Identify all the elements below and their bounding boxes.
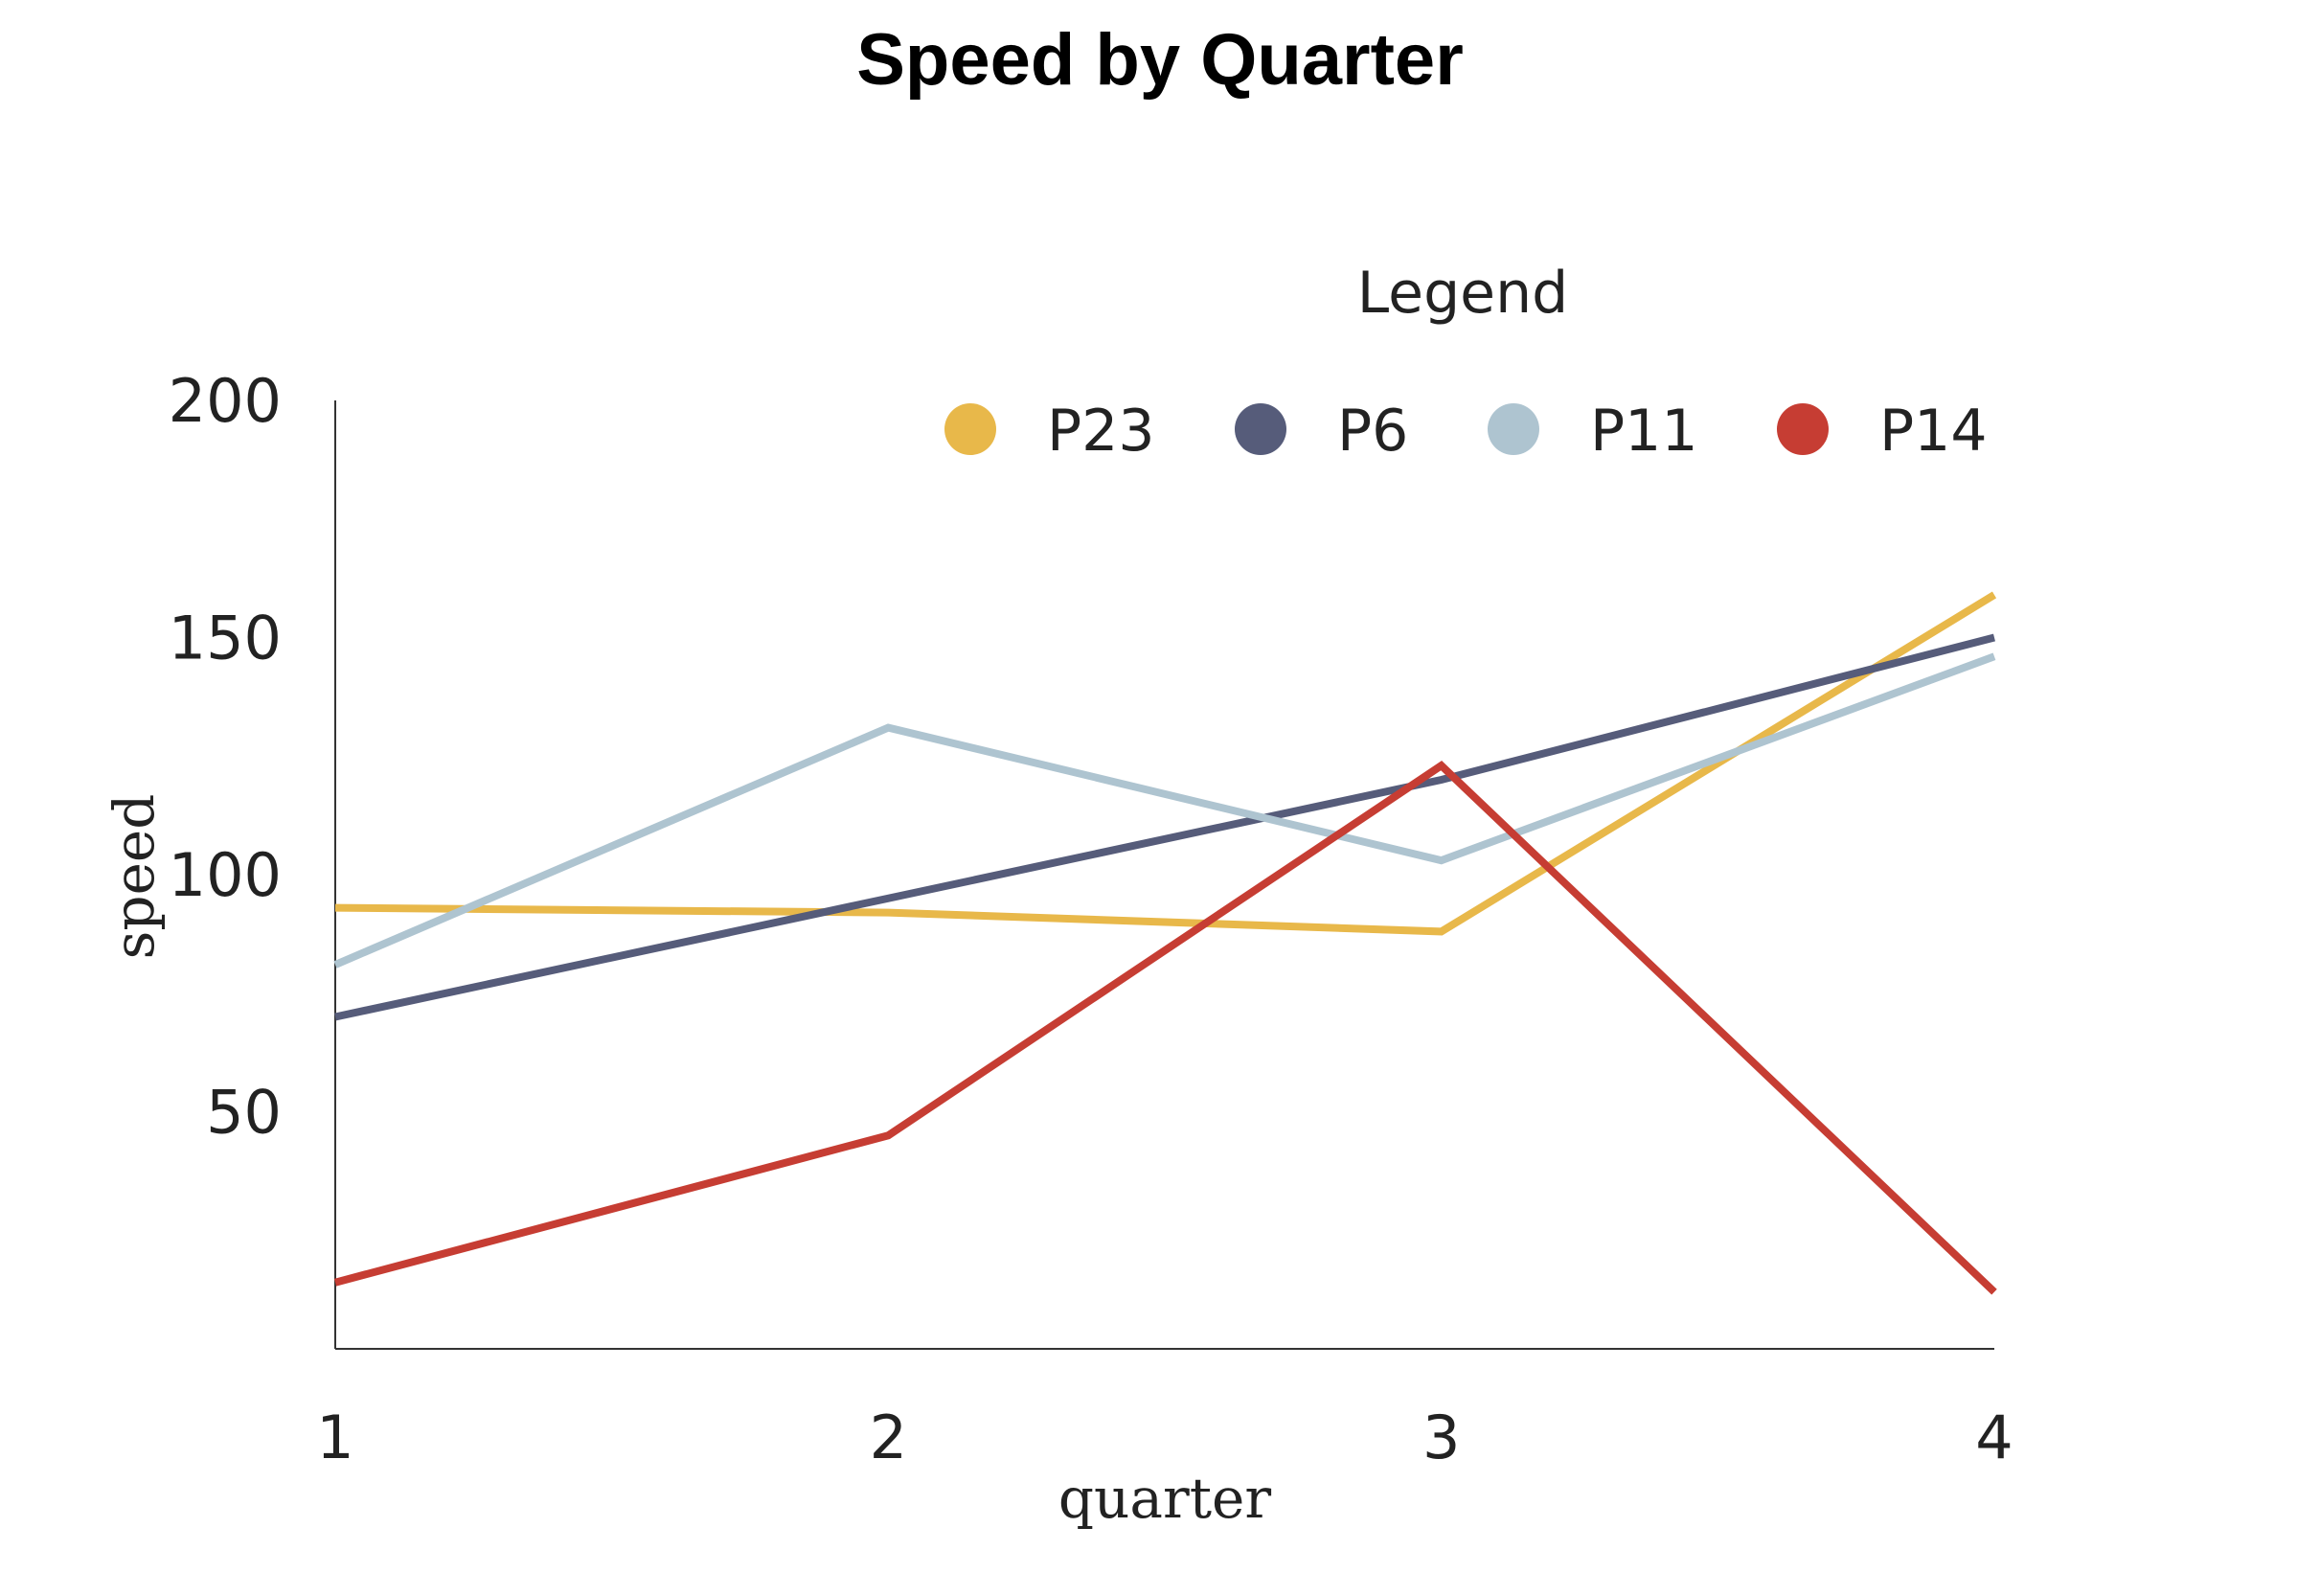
series-line-p11 xyxy=(333,652,1996,969)
legend-marker xyxy=(1488,403,1539,455)
axes xyxy=(334,400,1994,1350)
legend-item-p23: P23 xyxy=(944,398,1155,465)
series-line-p23 xyxy=(334,591,1997,936)
legend: Legend P23 P6 P11 P14 xyxy=(944,260,1988,465)
legend-title: Legend xyxy=(1357,260,1568,327)
legend-label: P23 xyxy=(1047,398,1155,465)
legend-item-p11: P11 xyxy=(1488,398,1698,465)
x-tick-label: 1 xyxy=(316,1402,353,1472)
x-tick-labels: 1 2 3 4 xyxy=(316,1402,2013,1472)
series-lines xyxy=(333,591,1997,1295)
legend-marker xyxy=(1235,403,1286,455)
legend-item-p6: P6 xyxy=(1235,398,1408,465)
y-tick-label: 100 xyxy=(169,840,282,910)
series-line-p14 xyxy=(333,761,1997,1295)
legend-label: P11 xyxy=(1590,398,1698,465)
legend-label: P14 xyxy=(1879,398,1988,465)
x-tick-label: 3 xyxy=(1422,1402,1460,1472)
legend-items: P23 P6 P11 P14 xyxy=(944,398,1988,465)
x-axis-label: quarter xyxy=(1058,1466,1271,1531)
legend-marker xyxy=(944,403,996,455)
legend-label: P6 xyxy=(1337,398,1408,465)
legend-marker xyxy=(1777,403,1829,455)
y-tick-label: 50 xyxy=(206,1078,282,1148)
y-tick-label: 200 xyxy=(169,366,282,436)
y-tick-labels: 50 100 150 200 xyxy=(169,366,282,1148)
chart-title: Speed by Quarter xyxy=(856,19,1464,101)
legend-item-p14: P14 xyxy=(1777,398,1988,465)
x-tick-label: 2 xyxy=(870,1402,907,1472)
series-line-p6 xyxy=(334,633,1995,1021)
y-tick-label: 150 xyxy=(169,604,282,673)
y-axis-label: speed xyxy=(102,794,167,960)
x-tick-label: 4 xyxy=(1975,1402,2013,1472)
